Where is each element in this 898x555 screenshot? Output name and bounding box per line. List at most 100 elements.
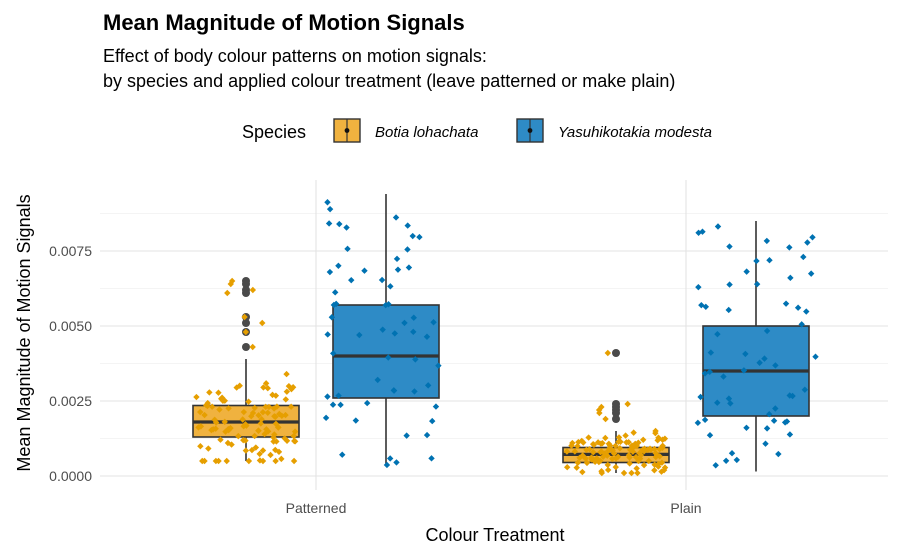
jitter-point bbox=[596, 409, 603, 417]
jitter-point bbox=[224, 289, 231, 297]
jitter-point bbox=[599, 439, 606, 447]
jitter-point bbox=[240, 423, 247, 430]
jitter-point bbox=[233, 384, 240, 391]
jitter-point bbox=[330, 350, 337, 357]
jitter-point bbox=[205, 445, 212, 452]
jitter-point bbox=[337, 401, 344, 409]
jitter-point bbox=[201, 411, 208, 419]
jitter-point bbox=[251, 432, 258, 440]
jitter-point bbox=[787, 274, 794, 282]
jitter-point bbox=[699, 228, 706, 235]
outlier-point bbox=[612, 400, 620, 408]
jitter-point bbox=[623, 439, 630, 446]
jitter-point bbox=[269, 391, 276, 399]
jitter-point bbox=[241, 313, 248, 321]
jitter-point bbox=[698, 301, 705, 309]
jitter-point bbox=[267, 451, 274, 459]
jitter-point bbox=[801, 386, 809, 393]
jitter-point bbox=[218, 394, 226, 401]
jitter-point bbox=[714, 399, 721, 406]
jitter-point bbox=[392, 214, 400, 221]
jitter-point bbox=[599, 453, 607, 460]
jitter-point bbox=[361, 267, 368, 274]
jitter-point bbox=[322, 414, 330, 422]
jitter-point bbox=[382, 301, 389, 309]
jitter-point bbox=[242, 447, 250, 454]
jitter-point bbox=[742, 350, 749, 358]
jitter-point bbox=[216, 406, 223, 413]
jitter-point bbox=[287, 403, 295, 410]
plot-marks bbox=[192, 194, 819, 477]
jitter-point bbox=[798, 321, 805, 328]
series-yasuhikotakia bbox=[322, 194, 819, 472]
jitter-point bbox=[259, 409, 267, 416]
jitter-point bbox=[410, 314, 417, 321]
jitter-point bbox=[262, 380, 270, 387]
jitter-point bbox=[416, 233, 423, 241]
jitter-point bbox=[660, 466, 668, 474]
jitter-point bbox=[590, 449, 597, 456]
jitter-point bbox=[393, 459, 400, 466]
jitter-point bbox=[249, 343, 256, 351]
jitter-point bbox=[428, 455, 435, 462]
jitter-point bbox=[324, 331, 331, 338]
jitter-point bbox=[610, 450, 618, 457]
jitter-point bbox=[651, 461, 658, 468]
jitter-point bbox=[276, 410, 283, 418]
legend-key-botia bbox=[333, 118, 361, 143]
jitter-point bbox=[620, 469, 628, 477]
jitter-point bbox=[199, 457, 206, 465]
jitter-point bbox=[743, 268, 750, 275]
legend-key-dot-yasuhikotakia bbox=[527, 128, 533, 133]
jitter-point bbox=[626, 446, 634, 453]
jitter-point bbox=[803, 308, 810, 315]
jitter-point bbox=[331, 289, 339, 296]
jitter-point bbox=[632, 453, 640, 461]
jitter-point bbox=[582, 455, 589, 462]
jitter-point bbox=[257, 420, 265, 427]
jitter-point bbox=[291, 437, 298, 445]
jitter-point bbox=[259, 457, 267, 465]
jitter-point bbox=[766, 411, 773, 418]
legend-title: Species bbox=[242, 122, 306, 142]
jitter-point bbox=[401, 319, 408, 327]
jitter-point bbox=[598, 469, 606, 477]
jitter-point bbox=[701, 370, 709, 377]
jitter-point bbox=[589, 440, 597, 448]
jitter-point bbox=[328, 314, 336, 321]
x-axis-ticks: Patterned Plain bbox=[286, 500, 702, 516]
jitter-point bbox=[393, 255, 401, 263]
jitter-point bbox=[733, 456, 741, 464]
jitter-point bbox=[326, 268, 334, 276]
jitter-point bbox=[626, 454, 633, 461]
jitter-point bbox=[336, 220, 343, 228]
jitter-point bbox=[604, 461, 611, 469]
jitter-point bbox=[405, 264, 413, 271]
jitter-point bbox=[651, 445, 658, 453]
jitter-point bbox=[781, 419, 789, 426]
jitter-point bbox=[598, 403, 605, 411]
jitter-point bbox=[571, 448, 579, 455]
jitter-point bbox=[423, 431, 431, 439]
jitter-point bbox=[411, 388, 418, 395]
jitter-point bbox=[568, 442, 575, 449]
jitter-point bbox=[325, 220, 333, 227]
jitter-point bbox=[332, 300, 340, 308]
jitter-point bbox=[272, 446, 279, 454]
jitter-point bbox=[264, 385, 271, 392]
jitter-point bbox=[753, 280, 761, 288]
jitter-point bbox=[215, 389, 222, 396]
jitter-point bbox=[609, 455, 616, 462]
jitter-point bbox=[281, 435, 288, 442]
jitter-point bbox=[385, 354, 392, 361]
jitter-point bbox=[591, 458, 599, 465]
jitter-point bbox=[242, 328, 250, 336]
jitter-point bbox=[329, 401, 337, 408]
jitter-point bbox=[356, 331, 363, 339]
legend-key-yasuhikotakia bbox=[516, 118, 544, 143]
jitter-point bbox=[324, 199, 331, 206]
jitter-point bbox=[243, 422, 250, 429]
jitter-point bbox=[588, 454, 595, 461]
jitter-point bbox=[763, 327, 771, 335]
jitter-point bbox=[245, 457, 253, 465]
